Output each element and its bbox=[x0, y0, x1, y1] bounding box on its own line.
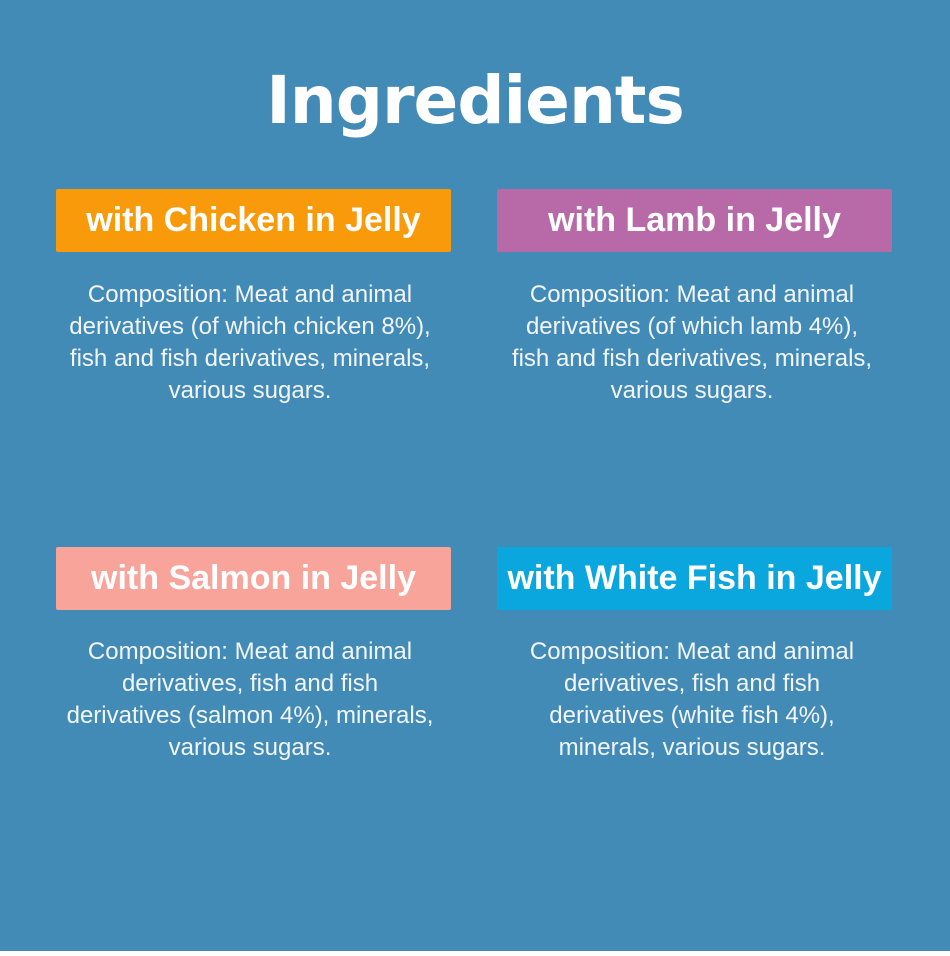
text-line: various sugars. bbox=[168, 734, 332, 761]
page-title: Ingredients bbox=[266, 62, 685, 139]
text-line: minerals, various sugars. bbox=[558, 734, 826, 761]
chicken-label: with Chicken in Jelly bbox=[56, 189, 451, 252]
lamb-label: with Lamb in Jelly bbox=[497, 189, 892, 252]
text-line: fish and fish derivatives, minerals, bbox=[511, 345, 873, 372]
text-line: derivatives (of which lamb 4%), bbox=[525, 313, 859, 340]
text-line: Composition: Meat and animal bbox=[529, 281, 855, 308]
text-line: Composition: Meat and animal bbox=[87, 281, 413, 308]
text-line: Composition: Meat and animal bbox=[529, 638, 855, 665]
white-fish-label: with White Fish in Jelly bbox=[497, 547, 892, 610]
text-line: derivatives, fish and fish bbox=[121, 670, 379, 697]
text-line: fish and fish derivatives, minerals, bbox=[69, 345, 431, 372]
salmon-composition: Composition: Meat and animal derivatives… bbox=[40, 636, 460, 764]
text-line: various sugars. bbox=[610, 377, 774, 404]
text-line: derivatives (salmon 4%), minerals, bbox=[66, 702, 434, 729]
lamb-composition: Composition: Meat and animal derivatives… bbox=[482, 279, 902, 407]
text-line: Composition: Meat and animal bbox=[87, 638, 413, 665]
text-line: various sugars. bbox=[168, 377, 332, 404]
text-line: derivatives (white fish 4%), bbox=[549, 702, 835, 729]
white-fish-composition: Composition: Meat and animal derivatives… bbox=[482, 636, 902, 764]
text-line: derivatives (of which chicken 8%), bbox=[69, 313, 431, 340]
text-line: derivatives, fish and fish bbox=[563, 670, 821, 697]
salmon-label: with Salmon in Jelly bbox=[56, 547, 451, 610]
chicken-composition: Composition: Meat and animal derivatives… bbox=[40, 279, 460, 407]
